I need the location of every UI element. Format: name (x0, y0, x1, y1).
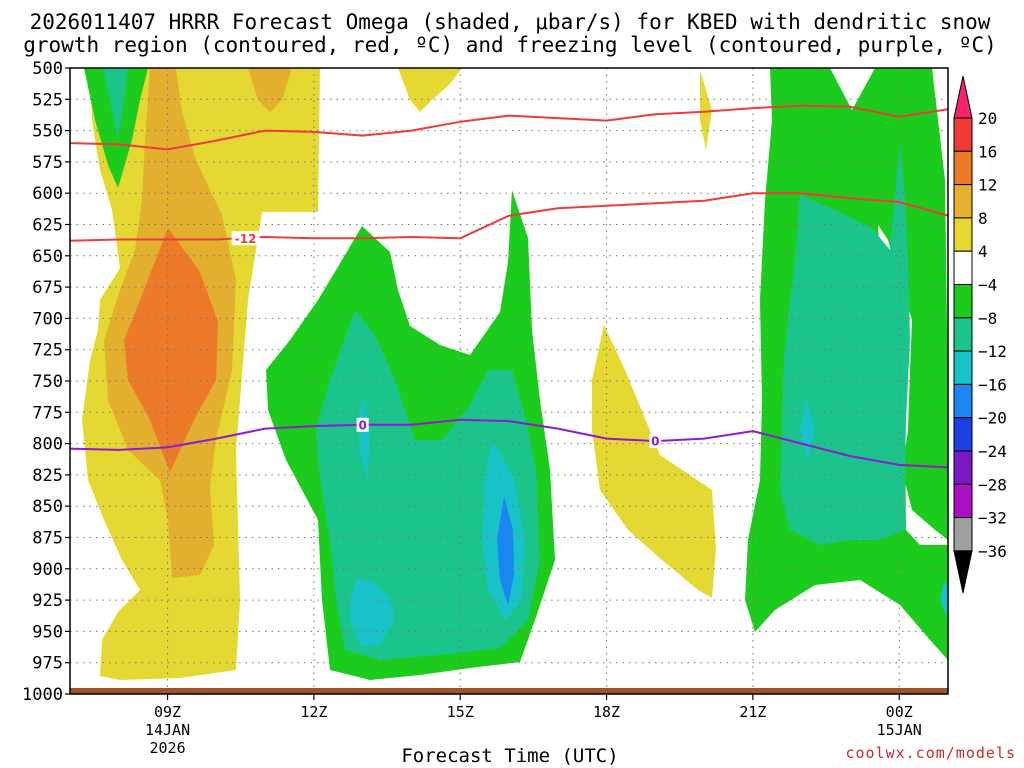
colorbar-label: −16 (978, 375, 1007, 394)
colorbar-label: 16 (978, 142, 997, 161)
y-tick-label: 625 (32, 216, 63, 236)
colorbar-segment (953, 117, 973, 152)
colorbar-label: 12 (978, 176, 997, 195)
colorbar-segment (953, 250, 973, 285)
omega-region-yellow-sliver (700, 70, 712, 150)
colorbar-segment (953, 483, 973, 519)
x-axis-title: Forecast Time (UTC) (401, 745, 618, 767)
y-axis: 500 525 550 575 600 625 650 675 700 725 750 775 800 8… (22, 59, 70, 705)
colorbar-label: −20 (978, 409, 1007, 428)
x-tick-date: 15JAN (877, 721, 922, 739)
y-tick-label: 900 (32, 560, 63, 580)
colorbar-label: 20 (978, 109, 997, 128)
colorbar-segment (953, 150, 973, 186)
omega-region-teal-left-main (316, 310, 540, 660)
colorbar-segment (953, 417, 973, 452)
y-tick-label: 575 (32, 153, 63, 173)
y-tick-label: 850 (32, 497, 63, 517)
chart-title-line2: growth region (contoured, red, ºC) and f… (23, 33, 997, 57)
dgz-contour-lower (70, 192, 948, 242)
colorbar-segment (953, 517, 973, 552)
omega-region-gold-upper (248, 68, 292, 112)
y-tick-label: 750 (32, 372, 63, 392)
y-tick-label: 700 (32, 309, 63, 329)
y-tick-label: 725 (32, 341, 63, 361)
x-tick-label: 00Z (886, 703, 913, 721)
y-tick-label: 925 (32, 591, 63, 611)
grid (70, 68, 948, 694)
colorbar: 20 16 12 8 4 −4 −8 −12 −16 −20 −24 −28 −32 −36 (953, 75, 1007, 594)
colorbar-segment (953, 184, 973, 219)
x-tick-date: 14JAN (145, 721, 190, 739)
colorbar-segment (953, 350, 973, 385)
omega-region-teal-upper-left (103, 68, 128, 140)
colorbar-label: −28 (978, 475, 1007, 494)
y-tick-label: 875 (32, 529, 63, 549)
ground-strip (70, 688, 948, 694)
plot-area: -12 0 0 (70, 68, 948, 694)
colorbar-label: 4 (978, 242, 988, 261)
y-tick-label: 500 (32, 59, 63, 79)
freezing-level-label-1: 0 (358, 418, 366, 432)
y-tick-label: 825 (32, 466, 63, 486)
y-tick-label: 1000 (22, 685, 63, 705)
colorbar-segment (953, 383, 973, 419)
y-tick-label: 775 (32, 403, 63, 423)
y-tick-label: 975 (32, 654, 63, 674)
y-tick-label: 800 (32, 435, 63, 455)
colorbar-label: 8 (978, 209, 988, 228)
omega-shading (82, 68, 948, 680)
colorbar-segment (953, 217, 973, 252)
y-tick-label: 650 (32, 247, 63, 267)
x-tick-label: 09Z (154, 703, 181, 721)
omega-region-yellow-top (398, 68, 462, 112)
omega-region-cyan-left-2 (350, 578, 395, 646)
y-tick-label: 525 (32, 90, 63, 110)
omega-region-yellow-mid (592, 325, 716, 598)
colorbar-arrow-bottom (953, 550, 973, 594)
colorbar-label: −4 (978, 276, 997, 295)
omega-region-orange (124, 228, 218, 472)
x-tick-year: 2026 (149, 739, 185, 757)
colorbar-label: −12 (978, 342, 1007, 361)
omega-region-cyan-left-1 (358, 396, 370, 480)
x-tick-label: 12Z (300, 703, 327, 721)
y-tick-label: 550 (32, 122, 63, 142)
colorbar-segment (953, 450, 973, 485)
y-tick-label: 600 (32, 184, 63, 204)
colorbar-arrow-top (953, 75, 973, 119)
colorbar-segment (953, 284, 973, 319)
y-tick-label: 950 (32, 622, 63, 642)
dgz-contour-upper (70, 104, 948, 151)
x-tick-label: 18Z (593, 703, 620, 721)
dgz-contour-label-bg (231, 231, 260, 246)
colorbar-label: −36 (978, 542, 1007, 561)
contours: -12 0 0 (70, 104, 948, 469)
y-tick-label: 675 (32, 278, 63, 298)
chart-title-line1: 2026011407 HRRR Forecast Omega (shaded, … (30, 10, 991, 34)
freezing-level-label-2-bg (649, 434, 662, 449)
omega-region-cyan-right-2 (940, 580, 948, 620)
freezing-level-label-1-bg (356, 417, 369, 432)
colorbar-label: −32 (978, 509, 1007, 528)
dgz-contour-label: -12 (235, 232, 257, 246)
colorbar-label: −24 (978, 442, 1007, 461)
colorbar-label: −8 (978, 309, 997, 328)
freezing-level-contour (70, 418, 948, 469)
x-tick-label: 15Z (447, 703, 474, 721)
freezing-level-label-2: 0 (651, 435, 659, 449)
x-tick-label: 21Z (739, 703, 766, 721)
omega-region-blue-left (497, 496, 514, 605)
credit-text: coolwx.com/models (845, 744, 1016, 762)
colorbar-segment (953, 317, 973, 352)
